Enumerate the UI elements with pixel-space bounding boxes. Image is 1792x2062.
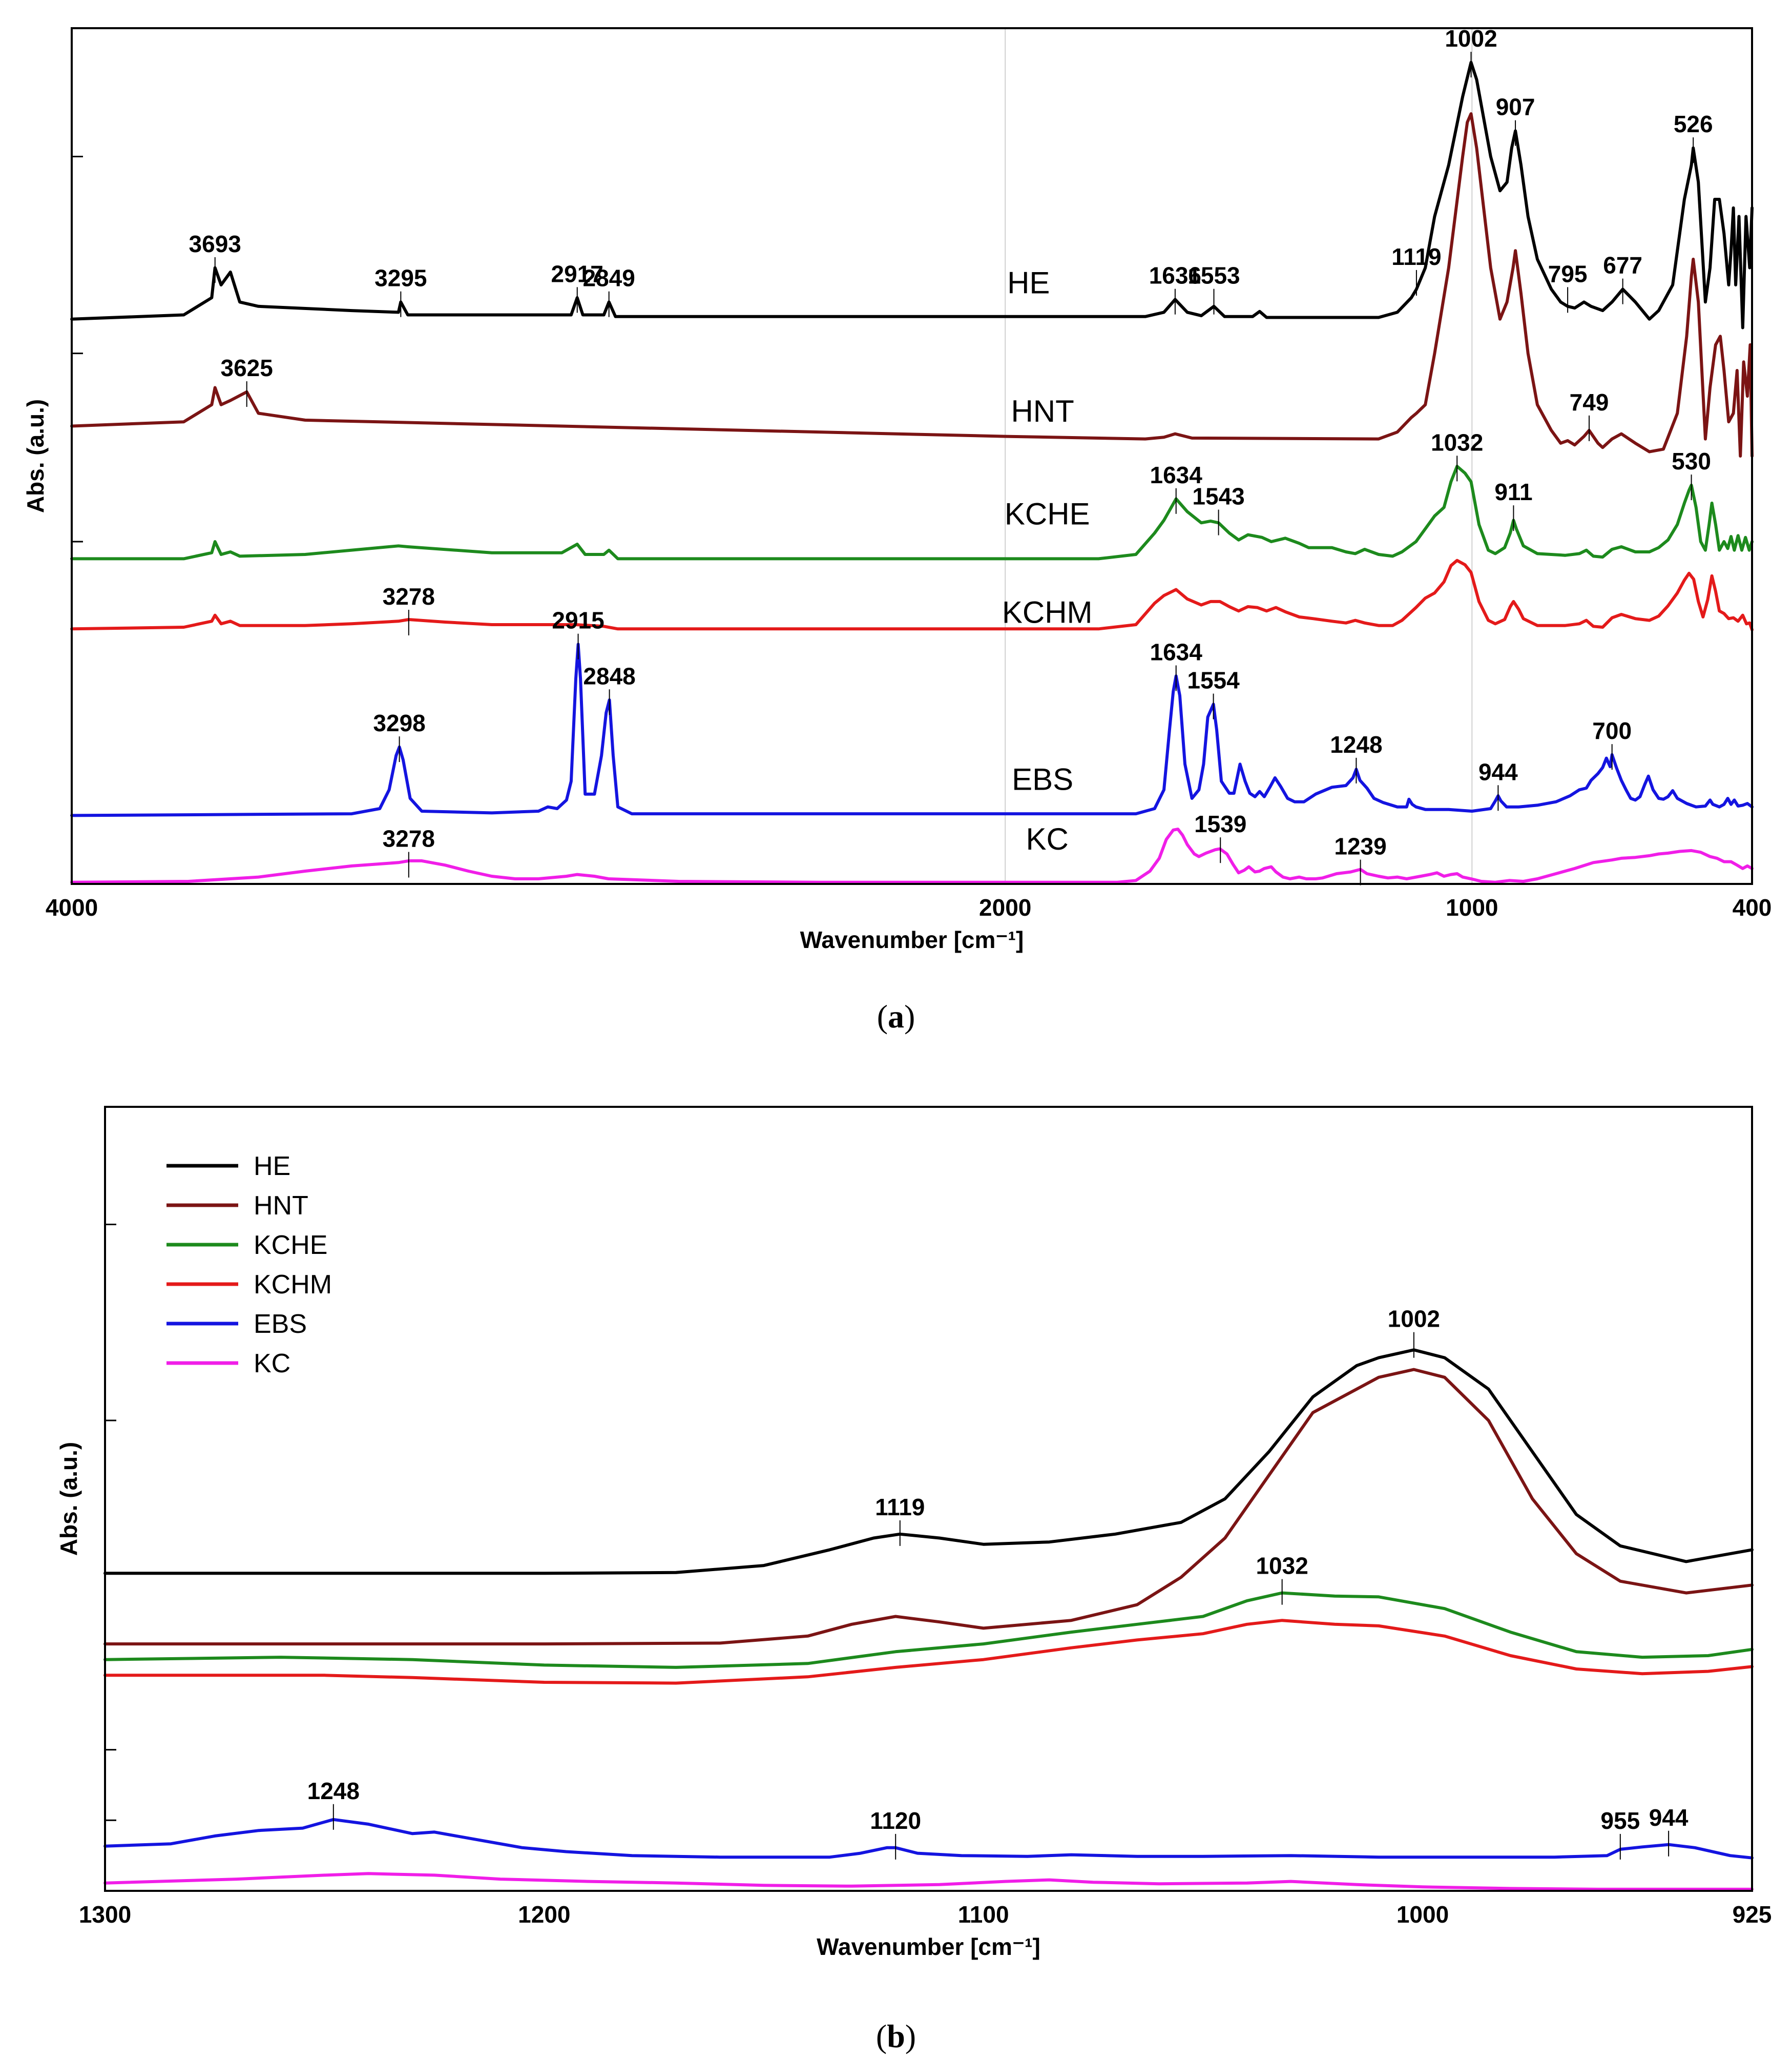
peak-label: 700 (1592, 717, 1632, 744)
series-label-kc: KC (1026, 822, 1069, 856)
peak-label: 1553 (1187, 262, 1240, 289)
x-axis-title: Wavenumber [cm⁻¹] (800, 926, 1024, 953)
peak-label: 955 (1600, 1807, 1640, 1834)
x-tick-label: 4000 (46, 894, 98, 921)
legend-label-kchm: KCHM (254, 1270, 332, 1300)
peak-label: 1554 (1187, 667, 1240, 694)
legend-label-kc: KC (254, 1349, 290, 1378)
peak-label: 1120 (870, 1807, 921, 1834)
x-tick-label: 1000 (1397, 1901, 1449, 1928)
series-line-kche (70, 465, 1754, 561)
peak-label: 677 (1603, 252, 1642, 279)
peak-label: 1239 (1334, 833, 1386, 860)
peak-label: 1119 (875, 1494, 925, 1520)
peak-label: 2917 (551, 260, 603, 287)
series-line-ebs (70, 643, 1754, 817)
caption-paren-close: ) (905, 2018, 916, 2054)
peak-label: 2915 (552, 607, 604, 634)
series-line-hnt (103, 1368, 1754, 1646)
caption-paren-open: ( (877, 998, 888, 1035)
caption-letter: b (887, 2018, 905, 2054)
y-axis-title: Abs. (a.u.) (22, 399, 49, 513)
plot-frame (104, 1106, 1753, 1892)
peak-label: 907 (1496, 94, 1535, 120)
x-tick-label: 400 (1733, 894, 1772, 921)
peak-label: 1032 (1256, 1553, 1308, 1579)
series-label-hnt: HNT (1011, 394, 1074, 428)
x-tick-label: 1100 (958, 1901, 1009, 1928)
x-tick-label: 1000 (1446, 894, 1498, 921)
peak-label: 795 (1548, 260, 1588, 287)
series-line-ebs (103, 1818, 1754, 1860)
peak-label: 526 (1674, 111, 1713, 137)
peak-label: 3298 (373, 710, 425, 736)
x-tick-label: 925 (1733, 1901, 1772, 1928)
series-line-he (103, 1348, 1754, 1575)
peak-label: 1248 (307, 1778, 360, 1804)
peak-label: 1634 (1150, 638, 1203, 665)
panel-caption: (b) (876, 2018, 916, 2054)
series-line-kchm (103, 1619, 1754, 1685)
legend-label-kche: KCHE (254, 1230, 327, 1260)
series-label-ebs: EBS (1012, 762, 1073, 796)
peak-label: 3278 (383, 826, 435, 852)
peak-label: 1002 (1445, 25, 1497, 52)
x-axis-title: Wavenumber [cm⁻¹] (817, 1933, 1040, 1960)
peak-label: 944 (1649, 1804, 1689, 1831)
series-label-kche: KCHE (1005, 497, 1090, 531)
caption-paren-close: ) (904, 998, 915, 1035)
peak-label: 3625 (220, 355, 273, 381)
peak-label: 1539 (1194, 811, 1246, 837)
legend-label-hnt: HNT (254, 1191, 308, 1221)
series-line-kchm (70, 559, 1754, 631)
peak-label: 3295 (374, 265, 427, 292)
peak-label: 1248 (1330, 731, 1382, 758)
panel-caption: (a) (877, 998, 915, 1035)
series-line-kc (103, 1872, 1754, 1891)
series-label-he: HE (1007, 266, 1050, 300)
x-tick-label: 1300 (79, 1901, 131, 1928)
legend-label-ebs: EBS (254, 1309, 307, 1339)
series-label-kchm: KCHM (1002, 595, 1093, 630)
peak-label: 1119 (1391, 243, 1441, 270)
peak-label: 1543 (1192, 483, 1244, 510)
legend-label-he: HE (254, 1151, 290, 1181)
peak-label: 3278 (383, 583, 435, 610)
peak-label: 2848 (583, 663, 635, 689)
x-tick-label: 1200 (518, 1901, 570, 1928)
series-line-he (70, 60, 1754, 329)
y-axis-title: Abs. (a.u.) (55, 1442, 82, 1556)
series-line-kc (70, 828, 1754, 884)
panel-b-chart: 1119 1002 1032 1248 1120 955 944 1300 1200 1100 10… (55, 1106, 1772, 2054)
plot-frame (71, 27, 1753, 885)
peak-label: 1634 (1150, 462, 1203, 488)
series-line-kche (103, 1591, 1754, 1669)
series-line-hnt (70, 112, 1754, 458)
caption-letter: a (888, 998, 904, 1035)
peak-label: 1002 (1388, 1306, 1440, 1332)
peak-label: 2849 (583, 265, 635, 292)
caption-paren-open: ( (876, 2018, 887, 2054)
peak-label: 530 (1672, 448, 1711, 475)
x-tick-label: 2000 (979, 894, 1031, 921)
peak-label: 911 (1494, 479, 1532, 505)
peak-label: 1636 (1149, 262, 1201, 289)
peak-label: 944 (1478, 758, 1518, 785)
peak-label: 749 (1570, 389, 1609, 416)
peak-label: 3693 (189, 231, 241, 257)
peak-label: 1032 (1431, 429, 1483, 456)
